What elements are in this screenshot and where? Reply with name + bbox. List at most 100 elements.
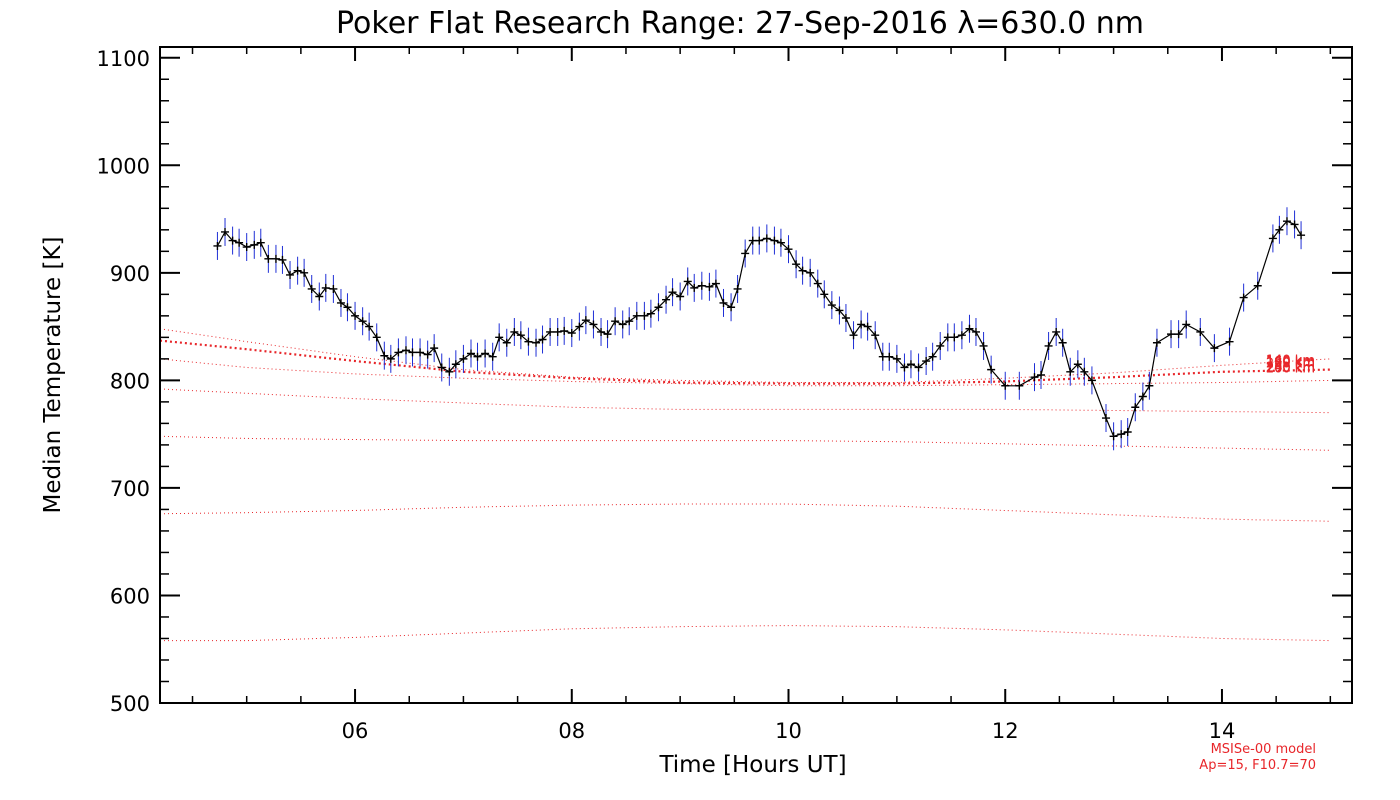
model-curve (160, 503, 1331, 522)
data-point (727, 303, 736, 312)
data-point (857, 320, 866, 329)
data-point (971, 327, 980, 336)
data-point (936, 341, 945, 350)
data-point (646, 309, 655, 318)
data-point (603, 330, 612, 339)
data-point (762, 234, 771, 243)
data-point (1131, 403, 1140, 412)
data-point (676, 292, 685, 301)
chart-title: Poker Flat Research Range: 27-Sep-2016 λ… (336, 6, 1144, 41)
data-point (430, 344, 439, 353)
data-point (221, 227, 230, 236)
data-point (1015, 381, 1024, 390)
data-point (1290, 220, 1299, 229)
data-point (589, 320, 598, 329)
y-axis-label: Median Temperature [K] (40, 237, 66, 514)
data-point (1167, 330, 1176, 339)
data-point (892, 354, 901, 363)
data-point (1109, 432, 1118, 441)
model-curve-label: 180 km (1266, 355, 1315, 370)
data-point (1052, 327, 1061, 336)
data-point (242, 243, 251, 252)
data-point (770, 236, 779, 245)
data-point (841, 314, 850, 323)
y-tick-label: 700 (110, 477, 150, 501)
y-tick-label: 900 (110, 262, 150, 286)
data-point (849, 331, 858, 340)
data-point (733, 284, 742, 293)
data-point (546, 327, 555, 336)
data-point (979, 341, 988, 350)
measurement-series (213, 207, 1306, 451)
data-point (1239, 293, 1248, 302)
data-point (329, 284, 338, 293)
data-point (597, 327, 606, 336)
data-point (567, 329, 576, 338)
x-tick-label: 08 (558, 719, 585, 743)
model-curve-label: 240 km (1266, 361, 1315, 376)
data-point (1182, 320, 1191, 329)
data-point (365, 322, 374, 331)
data-point (575, 322, 584, 331)
data-point (1066, 367, 1075, 376)
data-point (690, 283, 699, 292)
data-point (343, 303, 352, 312)
data-point (271, 254, 280, 263)
data-point (560, 326, 569, 335)
data-point (928, 352, 937, 361)
data-point (1058, 338, 1067, 347)
data-point (784, 245, 793, 254)
data-point (488, 352, 497, 361)
y-tick-label: 500 (110, 692, 150, 716)
data-point (827, 301, 836, 310)
data-point (1275, 225, 1284, 234)
data-point (1196, 327, 1205, 336)
y-tick-label: 600 (110, 584, 150, 608)
data-point (1297, 231, 1306, 240)
data-point (516, 331, 525, 340)
data-point (820, 290, 829, 299)
data-point (228, 236, 237, 245)
data-point (1253, 281, 1262, 290)
data-point (1117, 430, 1126, 439)
data-point (481, 349, 490, 358)
data-point (1044, 341, 1053, 350)
model-curve (159, 388, 1331, 414)
data-point (321, 283, 330, 292)
data-point (719, 298, 728, 307)
data-point (336, 298, 345, 307)
data-point (885, 352, 894, 361)
data-point (401, 346, 410, 355)
data-point (286, 270, 295, 279)
data-point (1030, 373, 1039, 382)
data-point (538, 335, 547, 344)
x-tick-label: 12 (992, 719, 1019, 743)
data-point (654, 303, 663, 312)
model-note: MSISe-00 model (1211, 742, 1316, 757)
data-point (863, 322, 872, 331)
axes: 06 08 10 12 14 500 600 700 800 900 1000 1100 (97, 46, 1353, 743)
data-point (553, 327, 562, 336)
y-tick-label: 1100 (97, 47, 150, 71)
data-point (394, 348, 403, 357)
data-point (437, 363, 446, 372)
data-point (965, 324, 974, 333)
data-point (792, 260, 801, 269)
data-point (473, 352, 482, 361)
model-curve-label: 140 km (1266, 354, 1315, 369)
data-point (1123, 427, 1132, 436)
data-point (640, 311, 649, 320)
data-point (315, 292, 324, 301)
data-point (451, 360, 460, 369)
data-point (900, 363, 909, 372)
data-point (524, 337, 533, 346)
data-point (1145, 381, 1154, 390)
data-point (1073, 360, 1082, 369)
data-point (1001, 381, 1010, 390)
data-point (632, 311, 641, 320)
data-point (278, 255, 287, 264)
data-point (668, 288, 677, 297)
data-point (611, 317, 620, 326)
